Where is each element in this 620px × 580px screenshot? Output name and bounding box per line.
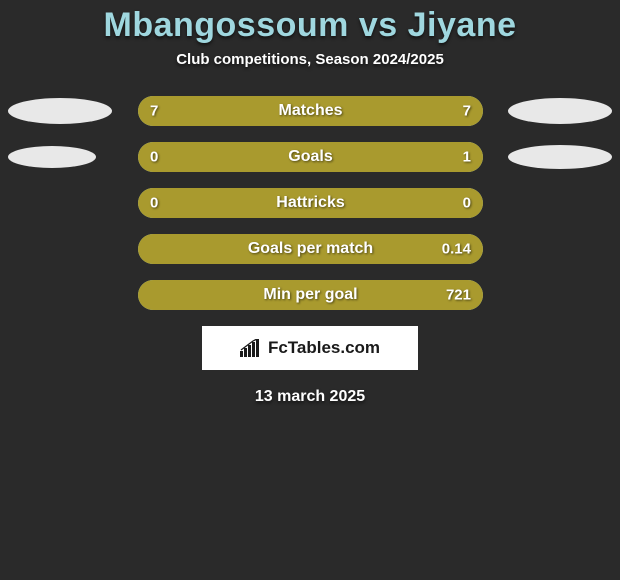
stat-value-right: 721 xyxy=(446,287,471,304)
stat-value-right: 0.14 xyxy=(442,241,471,258)
stat-value-left: 0 xyxy=(150,195,158,212)
page-title: Mbangossoum vs Jiyane xyxy=(0,0,620,45)
stat-value-right: 0 xyxy=(463,195,471,212)
stat-bar: 721 Min per goal xyxy=(138,280,483,310)
stat-value-right: 1 xyxy=(463,149,471,166)
comparison-infographic: Mbangossoum vs Jiyane Club competitions,… xyxy=(0,0,620,580)
stat-label: Matches xyxy=(278,102,342,120)
title-vs: vs xyxy=(359,6,398,44)
stat-label: Min per goal xyxy=(263,286,357,304)
stat-bar: 0.14 Goals per match xyxy=(138,234,483,264)
player-marker-right xyxy=(508,98,612,124)
stat-value-left: 0 xyxy=(150,149,158,166)
stats-chart: 7 7 Matches 0 1 Goals 0 0 Hattricks 0.14 Goals per… xyxy=(0,96,620,310)
date-line: 13 march 2025 xyxy=(0,388,620,406)
stat-label: Hattricks xyxy=(276,194,344,212)
bar-left-fill xyxy=(138,142,207,172)
stat-bar: 0 0 Hattricks xyxy=(138,188,483,218)
stat-value-left: 7 xyxy=(150,103,158,120)
player-marker-right xyxy=(508,145,612,169)
logo-text: FcTables.com xyxy=(268,338,380,358)
stat-row: 7 7 Matches xyxy=(0,96,620,126)
stat-row: 721 Min per goal xyxy=(0,280,620,310)
stat-bar: 7 7 Matches xyxy=(138,96,483,126)
stat-label: Goals per match xyxy=(248,240,373,258)
logo-bars-icon xyxy=(240,339,262,357)
bar-right-fill xyxy=(207,142,483,172)
stat-label: Goals xyxy=(288,148,332,166)
stat-row: 0 0 Hattricks xyxy=(0,188,620,218)
player-marker-left xyxy=(8,146,96,168)
title-player1: Mbangossoum xyxy=(104,6,349,44)
stat-row: 0.14 Goals per match xyxy=(0,234,620,264)
subtitle: Club competitions, Season 2024/2025 xyxy=(0,51,620,68)
logo-box: FcTables.com xyxy=(202,326,418,370)
stat-row: 0 1 Goals xyxy=(0,142,620,172)
player-marker-left xyxy=(8,98,112,124)
title-player2: Jiyane xyxy=(408,6,517,44)
stat-value-right: 7 xyxy=(463,103,471,120)
stat-bar: 0 1 Goals xyxy=(138,142,483,172)
